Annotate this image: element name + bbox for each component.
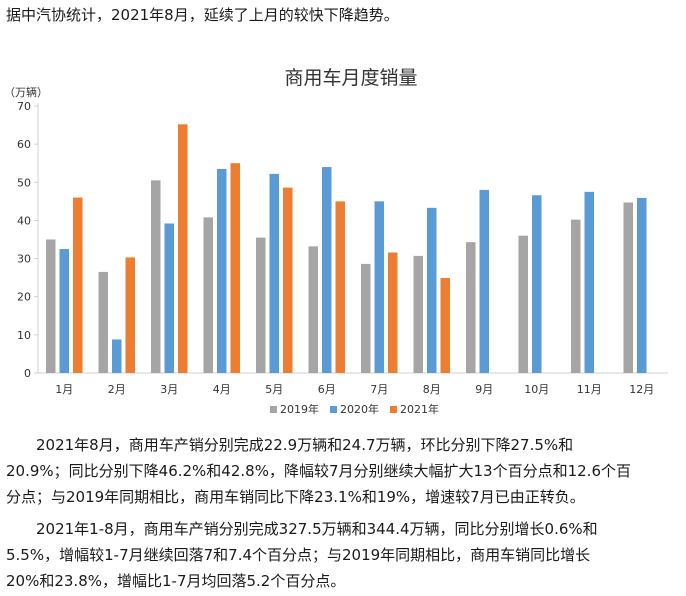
bar-2020年-9月 xyxy=(479,189,489,373)
paragraph-line: 2021年8月，商用车产销分别完成22.9万辆和24.7万辆，环比分别下降27.… xyxy=(6,436,574,454)
legend-swatch-2021年 xyxy=(390,406,397,413)
bar-2021年-1月 xyxy=(73,197,83,373)
y-tick-label: 40 xyxy=(17,214,31,227)
legend-label: 2020年 xyxy=(340,402,379,416)
bar-2019年-9月 xyxy=(466,242,476,373)
bar-2021年-3月 xyxy=(178,124,188,374)
x-tick-label: 4月 xyxy=(213,383,231,396)
bar-2021年-2月 xyxy=(125,257,135,373)
y-tick-label: 70 xyxy=(17,100,31,113)
bar-2021年-4月 xyxy=(230,163,240,373)
bar-2019年-3月 xyxy=(151,180,161,373)
paragraph-line: 2021年1-8月，商用车产销分别完成327.5万辆和344.4万辆，同比分别增… xyxy=(6,520,598,538)
x-tick-label: 7月 xyxy=(370,383,388,396)
bar-2019年-6月 xyxy=(308,246,318,373)
bar-2019年-4月 xyxy=(203,217,213,373)
intro-text: 据中汽协统计，2021年8月，延续了上月的较快下降趋势。 xyxy=(6,6,399,24)
x-tick-label: 10月 xyxy=(524,383,549,396)
y-tick-label: 0 xyxy=(24,367,31,380)
x-tick-label: 9月 xyxy=(475,383,493,396)
paragraph-line: 20%和23.8%，增幅比1-7月均回落5.2个百分点。 xyxy=(6,572,346,590)
paragraph-line: 分点；与2019年同期相比，商用车销同比下降23.1%和19%，增速较7月已由正… xyxy=(6,488,585,506)
x-tick-label: 12月 xyxy=(629,383,654,396)
y-tick-label: 30 xyxy=(17,253,31,266)
x-tick-label: 8月 xyxy=(423,383,441,396)
bar-2020年-12月 xyxy=(637,197,647,373)
paragraph-jan-aug: 2021年1-8月，商用车产销分别完成327.5万辆和344.4万辆，同比分别增… xyxy=(6,516,682,594)
legend-label: 2019年 xyxy=(280,402,319,416)
x-tick-label: 1月 xyxy=(55,383,73,396)
bar-2020年-7月 xyxy=(374,201,384,373)
bar-2019年-11月 xyxy=(571,219,581,373)
x-tick-label: 3月 xyxy=(160,383,178,396)
bar-2020年-11月 xyxy=(584,191,594,373)
y-tick-label: 50 xyxy=(17,176,31,189)
bar-2019年-1月 xyxy=(46,239,56,373)
bar-2020年-6月 xyxy=(322,167,332,373)
legend-label: 2021年 xyxy=(400,402,439,416)
legend-swatch-2019年 xyxy=(270,406,277,413)
y-tick-label: 10 xyxy=(17,329,31,342)
bar-2020年-10月 xyxy=(532,195,542,373)
bar-2020年-4月 xyxy=(217,168,227,373)
x-tick-label: 5月 xyxy=(265,383,283,396)
bar-2021年-7月 xyxy=(388,252,398,373)
chart-bars xyxy=(46,124,647,374)
chart-axes: （万辆） 0 10 20 30 40 50 60 70 1月 2月 3月 4月 5月 6月 7月 8月 9月 10月… xyxy=(4,85,668,396)
bar-2020年-3月 xyxy=(164,223,174,373)
bar-2019年-2月 xyxy=(98,271,108,373)
y-tick-label: 20 xyxy=(17,291,31,304)
bar-2020年-1月 xyxy=(59,249,69,373)
y-axis-label: （万辆） xyxy=(4,85,48,99)
paragraph-august: 2021年8月，商用车产销分别完成22.9万辆和24.7万辆，环比分别下降27.… xyxy=(6,432,682,510)
bar-2019年-12月 xyxy=(623,202,633,373)
monthly-sales-chart: （万辆） 0 10 20 30 40 50 60 70 1月 2月 3月 4月 5月 6月 7月 8月 9月 10月… xyxy=(4,67,668,416)
paragraph-line: 20.9%；同比分别下降46.2%和42.8%，降幅较7月分别继续大幅扩大13个… xyxy=(6,462,631,480)
chart-legend: 2019年 2020年 2021年 xyxy=(270,402,439,416)
bar-2019年-10月 xyxy=(518,235,528,373)
bar-2019年-8月 xyxy=(413,255,423,373)
bar-2019年-5月 xyxy=(256,237,266,373)
bar-2021年-6月 xyxy=(335,201,345,373)
bar-2020年-8月 xyxy=(427,207,437,373)
chart-title: 商用车月度销量 xyxy=(284,67,417,89)
bar-2020年-2月 xyxy=(112,339,122,373)
bar-2020年-5月 xyxy=(269,173,279,373)
paragraph-line: 5.5%，增幅较1-7月继续回落7和7.4个百分点；与2019年同期相比，商用车… xyxy=(6,546,591,564)
bar-2021年-5月 xyxy=(283,187,293,373)
bar-2019年-7月 xyxy=(361,263,371,373)
y-tick-label: 60 xyxy=(17,138,31,151)
x-tick-label: 6月 xyxy=(318,383,336,396)
x-tick-label: 2月 xyxy=(108,383,126,396)
legend-swatch-2020年 xyxy=(330,406,337,413)
bar-2021年-8月 xyxy=(440,278,450,373)
x-tick-label: 11月 xyxy=(577,383,602,396)
